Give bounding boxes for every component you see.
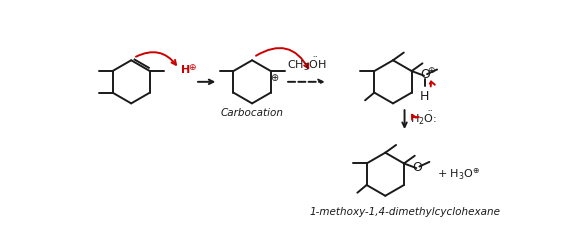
- Text: + H$_3$O$^{\oplus}$: + H$_3$O$^{\oplus}$: [437, 167, 480, 182]
- Text: $\oplus$: $\oplus$: [270, 73, 279, 83]
- Text: CH$_3\ddot{\rm{O}}$H: CH$_3\ddot{\rm{O}}$H: [287, 56, 327, 73]
- Text: H$_2\ddot{\rm{O}}$:: H$_2\ddot{\rm{O}}$:: [410, 109, 437, 127]
- Text: $\oplus$: $\oplus$: [188, 62, 197, 72]
- Text: H: H: [181, 65, 191, 75]
- Text: O: O: [412, 161, 422, 174]
- Text: O: O: [420, 68, 430, 81]
- Text: H: H: [420, 89, 430, 103]
- Text: 1-methoxy-1,4-dimethylcyclohexane: 1-methoxy-1,4-dimethylcyclohexane: [309, 207, 500, 217]
- Text: $\oplus$: $\oplus$: [427, 65, 435, 75]
- Text: Carbocation: Carbocation: [221, 108, 283, 118]
